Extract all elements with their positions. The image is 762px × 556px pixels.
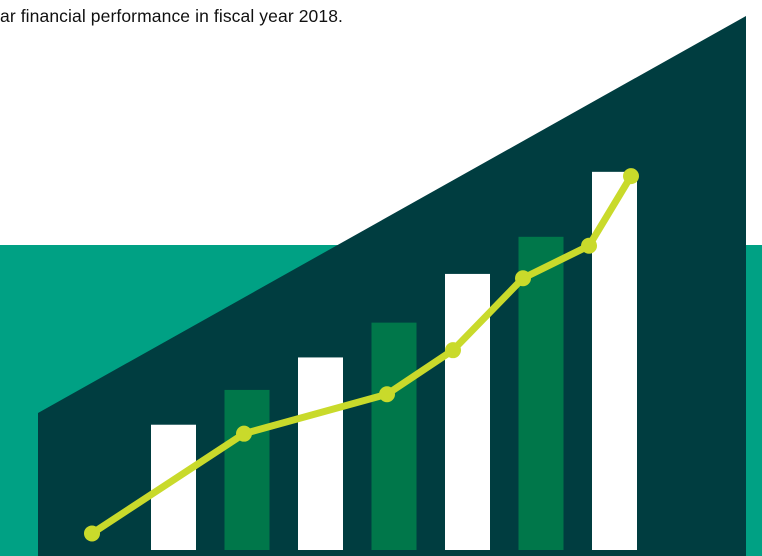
bar-2 — [224, 389, 270, 550]
bar-4 — [371, 322, 417, 550]
trend-point-6 — [581, 237, 597, 254]
trend-point-4 — [445, 342, 461, 359]
bar-6 — [518, 236, 564, 551]
trend-point-3 — [379, 386, 395, 403]
trend-line-group — [84, 168, 639, 542]
dark-wedge — [38, 16, 746, 556]
trend-point-1 — [84, 525, 100, 542]
bar-3 — [298, 357, 343, 550]
caption-text: ar financial performance in fiscal year … — [0, 6, 344, 26]
trend-point-5 — [515, 270, 531, 287]
trend-point-2 — [236, 425, 252, 442]
trend-point-7 — [623, 168, 639, 185]
